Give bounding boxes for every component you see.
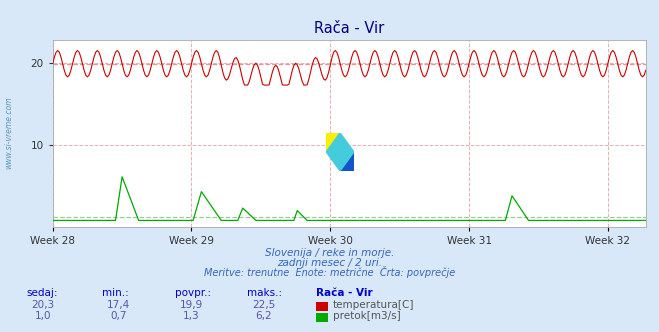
Text: Rača - Vir: Rača - Vir (316, 288, 373, 298)
Text: sedaj:: sedaj: (26, 288, 58, 298)
Title: Rača - Vir: Rača - Vir (314, 21, 384, 36)
Text: Slovenija / reke in morje.: Slovenija / reke in morje. (265, 248, 394, 258)
Text: 0,7: 0,7 (110, 311, 127, 321)
Text: 1,3: 1,3 (183, 311, 200, 321)
Text: www.si-vreme.com: www.si-vreme.com (4, 97, 13, 169)
Text: pretok[m3/s]: pretok[m3/s] (333, 311, 401, 321)
Text: 17,4: 17,4 (107, 300, 130, 310)
Text: min.:: min.: (102, 288, 129, 298)
Text: 22,5: 22,5 (252, 300, 275, 310)
Text: 20,3: 20,3 (31, 300, 55, 310)
Text: maks.:: maks.: (247, 288, 282, 298)
Text: zadnji mesec / 2 uri.: zadnji mesec / 2 uri. (277, 258, 382, 268)
Polygon shape (326, 133, 340, 152)
Text: temperatura[C]: temperatura[C] (333, 300, 415, 310)
Text: 19,9: 19,9 (179, 300, 203, 310)
Polygon shape (326, 133, 354, 171)
Text: Meritve: trenutne  Enote: metrične  Črta: povprečje: Meritve: trenutne Enote: metrične Črta: … (204, 266, 455, 278)
Polygon shape (340, 152, 354, 171)
Text: 1,0: 1,0 (34, 311, 51, 321)
Text: 6,2: 6,2 (255, 311, 272, 321)
Text: povpr.:: povpr.: (175, 288, 211, 298)
